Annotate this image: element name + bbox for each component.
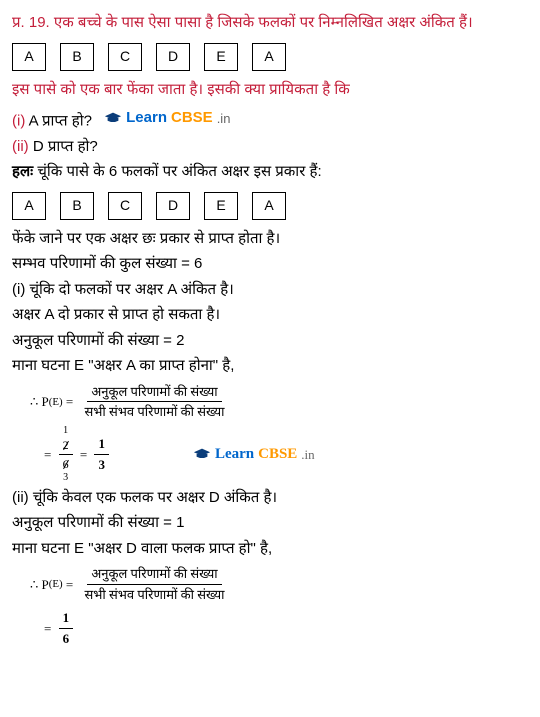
dice-row-2: A B C D E A xyxy=(12,192,528,220)
result-den: 3 xyxy=(94,455,109,475)
calc-frac: 2 6 xyxy=(59,436,73,473)
cancel-bot: 3 xyxy=(63,473,68,483)
formula-i: ∴ P(E) = अनुकूल परिणामों की संख्या सभी स… xyxy=(30,382,528,422)
part-ii-label: (ii) xyxy=(12,138,29,155)
equals: = xyxy=(44,619,55,639)
sol-ii-label: (ii) xyxy=(12,489,29,506)
logo-learn: Learn xyxy=(215,443,254,466)
sol-i-line3: अनुकूल परिणामों की संख्या = 2 xyxy=(12,330,528,353)
result-den: 6 xyxy=(59,629,74,649)
dice-face: D xyxy=(156,192,190,220)
result-frac: 1 6 xyxy=(59,608,74,648)
dice-row-1: A B C D E A xyxy=(12,43,528,71)
formula-sub: (E) xyxy=(49,394,63,410)
dice-face: D xyxy=(156,43,190,71)
sol-i-label: (i) xyxy=(12,281,25,298)
part-ii-row: (ii) D प्राप्त हो? xyxy=(12,136,528,159)
sol-i-text1: चूंकि दो फलकों पर अक्षर A अंकित है। xyxy=(30,281,234,298)
sol-i-line2: अक्षर A दो प्रकार से प्राप्त हो सकता है। xyxy=(12,304,528,327)
equals: = xyxy=(63,392,77,412)
solution-label: हलः xyxy=(12,163,33,180)
dice-face: C xyxy=(108,43,142,71)
logo-cbse: CBSE xyxy=(171,107,213,130)
formula-num: अनुकूल परिणामों की संख्या xyxy=(87,382,221,403)
sol-i-line4: माना घटना E "अक्षर A का प्राप्त होना" है… xyxy=(12,355,528,378)
dice-face: B xyxy=(60,192,94,220)
formula-lhs: ∴ P xyxy=(30,392,49,412)
question-number: प्र. 19. xyxy=(12,14,50,31)
calc-i: = 1 2 6 3 = 1 3 LearnCBSE .in xyxy=(44,426,528,483)
part-i-text: A प्राप्त हो? xyxy=(29,112,92,129)
dice-face: A xyxy=(12,43,46,71)
question-text2: इस पासे को एक बार फेंका जाता है। इसकी क्… xyxy=(12,79,528,102)
result-num: 1 xyxy=(94,434,109,455)
cap-icon xyxy=(104,111,122,125)
sol-ii-line3: माना घटना E "अक्षर D वाला फलक प्राप्त हो… xyxy=(12,538,528,561)
dice-face: A xyxy=(252,43,286,71)
dice-face: E xyxy=(204,192,238,220)
part-ii-text: D प्राप्त हो? xyxy=(33,138,98,155)
part-i-row: (i) A प्राप्त हो? LearnCBSE .in xyxy=(12,107,528,133)
question-text1: एक बच्चे के पास ऐसा पासा है जिसके फलकों … xyxy=(54,14,473,31)
calc-ii: = 1 6 xyxy=(44,608,528,648)
dice-face: A xyxy=(12,192,46,220)
logo: LearnCBSE .in xyxy=(104,107,230,130)
dice-face: C xyxy=(108,192,142,220)
calc-num: 2 xyxy=(59,436,73,455)
formula-num: अनुकूल परिणामों की संख्या xyxy=(87,564,221,585)
result-frac: 1 3 xyxy=(94,434,109,474)
logo: LearnCBSE .in xyxy=(193,443,315,466)
solution-intro: हलः चूंकि पासे के 6 फलकों पर अंकित अक्षर… xyxy=(12,161,528,184)
logo-learn: Learn xyxy=(126,107,167,130)
sol-ii-text1: चूंकि केवल एक फलक पर अक्षर D अंकित है। xyxy=(33,489,277,506)
equals: = xyxy=(63,575,77,595)
formula-sub: (E) xyxy=(49,576,63,592)
dice-face: E xyxy=(204,43,238,71)
formula-den: सभी संभव परिणामों की संख्या xyxy=(80,402,228,422)
formula-fraction: अनुकूल परिणामों की संख्या सभी संभव परिणा… xyxy=(80,564,228,604)
equals: = xyxy=(77,445,91,465)
solution-line1: फेंके जाने पर एक अक्षर छः प्रकार से प्रा… xyxy=(12,228,528,251)
formula-lhs: ∴ P xyxy=(30,575,49,595)
question-header: प्र. 19. एक बच्चे के पास ऐसा पासा है जिस… xyxy=(12,12,528,35)
dice-face: A xyxy=(252,192,286,220)
equals: = xyxy=(44,445,55,465)
sol-ii-line2: अनुकूल परिणामों की संख्या = 1 xyxy=(12,512,528,535)
solution-intro-text: चूंकि पासे के 6 फलकों पर अंकित अक्षर इस … xyxy=(37,163,321,180)
sol-i-line1: (i) चूंकि दो फलकों पर अक्षर A अंकित है। xyxy=(12,279,528,302)
logo-cbse: CBSE xyxy=(258,443,297,466)
formula-den: सभी संभव परिणामों की संख्या xyxy=(80,585,228,605)
sol-ii-line1: (ii) चूंकि केवल एक फलक पर अक्षर D अंकित … xyxy=(12,487,528,510)
cancel-top: 1 xyxy=(63,426,68,436)
cap-icon xyxy=(193,447,211,461)
formula-fraction: अनुकूल परिणामों की संख्या सभी संभव परिणा… xyxy=(80,382,228,422)
result-num: 1 xyxy=(59,608,74,629)
formula-ii: ∴ P(E) = अनुकूल परिणामों की संख्या सभी स… xyxy=(30,564,528,604)
logo-in: .in xyxy=(301,445,314,465)
dice-face: B xyxy=(60,43,94,71)
logo-in: .in xyxy=(217,109,231,129)
part-i-label: (i) xyxy=(12,112,25,129)
solution-line2: सम्भव परिणामों की कुल संख्या = 6 xyxy=(12,253,528,276)
calc-den: 6 xyxy=(59,455,73,473)
